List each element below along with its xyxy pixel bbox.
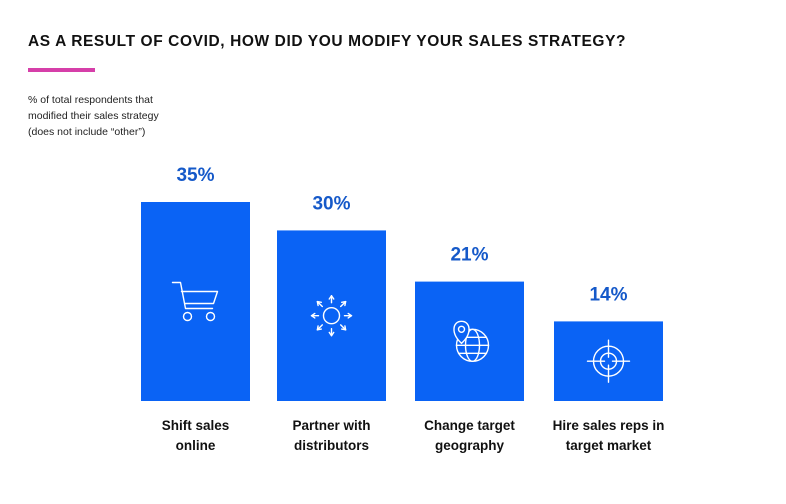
title-accent-bar <box>28 68 95 72</box>
chart-note: % of total respondents that modified the… <box>28 92 159 140</box>
note-line-2: modified their sales strategy <box>28 110 159 122</box>
bar-2 <box>277 230 386 401</box>
globe-location-icon <box>453 320 490 362</box>
network-arrows-icon <box>310 295 353 337</box>
category-label-2: Partner with distributors <box>292 418 370 453</box>
category-label-1: Shift sales online <box>162 418 230 453</box>
category-label-4: Hire sales reps in target market <box>553 418 665 453</box>
value-label-4: 14% <box>589 284 627 305</box>
note-line-1: % of total respondents that <box>28 94 153 106</box>
value-label-2: 30% <box>312 193 350 214</box>
value-label-3: 21% <box>450 245 488 266</box>
bar-1 <box>141 202 250 401</box>
bar-4 <box>554 321 663 401</box>
value-label-1: 35% <box>176 165 214 186</box>
category-label-3: Change target geography <box>424 418 515 453</box>
crosshair-target-icon <box>586 339 631 383</box>
note-line-3: (does not include “other”) <box>28 126 146 138</box>
bar-3 <box>415 281 524 401</box>
shopping-cart-icon <box>171 281 219 322</box>
chart-title: AS A RESULT OF COVID, HOW DID YOU MODIFY… <box>28 33 627 50</box>
